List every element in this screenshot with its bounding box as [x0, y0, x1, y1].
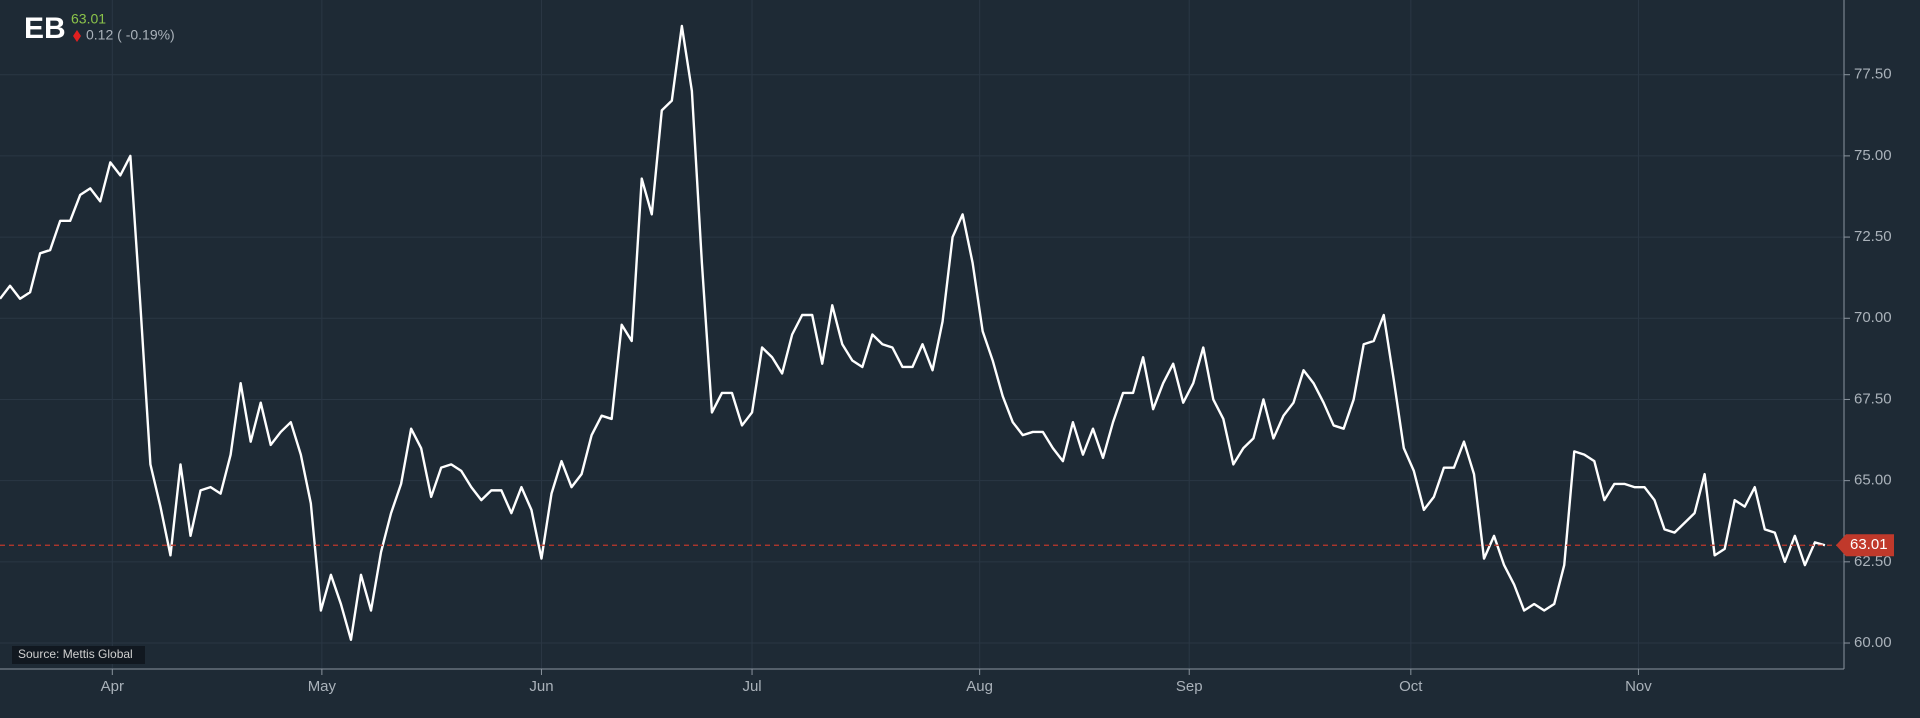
source: Source: Mettis Global: [18, 647, 133, 661]
last-value-tag: [1836, 534, 1894, 557]
symbol: EB: [24, 12, 66, 45]
y-tick-label: 77.50: [1854, 66, 1892, 83]
y-tick-label: 65.00: [1854, 472, 1892, 489]
y-tick-label: 62.50: [1854, 553, 1892, 570]
x-tick-label: Sep: [1176, 678, 1203, 695]
x-tick-label: Apr: [101, 678, 124, 695]
x-tick-label: Nov: [1625, 678, 1652, 695]
x-tick-label: Jul: [742, 678, 761, 695]
down-icon: [73, 30, 81, 42]
y-tick-label: 72.50: [1854, 228, 1892, 245]
y-tick-label: 70.00: [1854, 309, 1892, 326]
x-tick-label: May: [308, 678, 337, 695]
plot: 63.01: [0, 24, 1894, 641]
y-tick-label: 67.50: [1854, 390, 1892, 407]
change: 0.12 ( -0.19%): [86, 27, 175, 43]
grid: 60.00 62.50 65.00 67.50 70.00 72.50 75.00 77.50…: [0, 0, 1892, 695]
source-box: [12, 646, 145, 664]
price: 63.01: [71, 11, 106, 27]
x-tick-label: Aug: [966, 678, 993, 695]
x-tick-label: Jun: [529, 678, 553, 695]
last-value-label: 63.01: [1850, 536, 1888, 553]
y-tick-label: 60.00: [1854, 634, 1892, 651]
y-tick-label: 75.00: [1854, 147, 1892, 164]
price-line: [0, 24, 1826, 641]
x-tick-label: Oct: [1399, 678, 1423, 695]
